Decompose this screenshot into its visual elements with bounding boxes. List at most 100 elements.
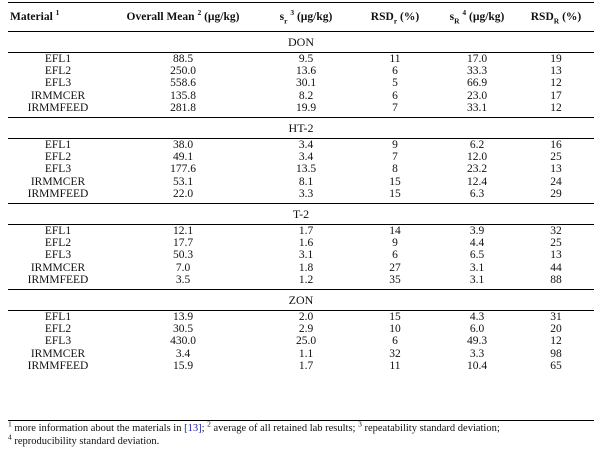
- cell-overall-mean: 135.8: [170, 89, 196, 102]
- cell-rsd-r: 7: [392, 101, 398, 114]
- cell-rsd-r: 27: [389, 261, 401, 274]
- cell-sR: 6.0: [469, 323, 485, 336]
- table-row: IRMMCER 7.0 1.8 27 3.1 44: [8, 262, 594, 274]
- table-row: IRMMFEED 22.0 3.3 15 6.3 29: [8, 188, 594, 204]
- cell-rsd-r: 5: [392, 77, 398, 90]
- cell-material: IRMMFEED: [27, 273, 89, 286]
- cell-sr: 13.6: [295, 65, 317, 78]
- cell-material: EFL1: [44, 53, 72, 65]
- table-row: IRMMFEED 281.8 19.9 7 33.1 12: [8, 102, 594, 118]
- cell-sr: 25.0: [295, 335, 317, 348]
- cell-material: EFL3: [44, 335, 72, 348]
- cell-overall-mean: 250.0: [170, 65, 196, 78]
- cell-sR: 12.0: [466, 151, 488, 164]
- cell-sr: 1.2: [298, 273, 314, 286]
- header-material: Material 1: [8, 2, 108, 32]
- cell-material: IRMMFEED: [27, 359, 89, 372]
- table-row: IRMMFEED 15.9 1.7 11 10.4 65: [8, 360, 594, 375]
- cell-rsd-R: 12: [550, 77, 562, 90]
- cell-rsd-r: 6: [392, 65, 398, 78]
- section-header-row: T-2: [8, 203, 594, 226]
- cell-overall-mean: 558.6: [170, 77, 196, 90]
- cell-material: EFL1: [44, 311, 72, 324]
- cell-overall-mean: 15.9: [172, 359, 194, 372]
- cell-material: EFL1: [44, 139, 72, 152]
- cell-sR: 3.3: [469, 347, 485, 360]
- section-title: ZON: [8, 289, 594, 312]
- cell-material: IRMMCER: [30, 347, 86, 360]
- cell-rsd-r: 32: [389, 347, 401, 360]
- cell-sR: 33.3: [466, 65, 488, 78]
- cell-rsd-r: 11: [389, 359, 401, 372]
- table-row: EFL2 250.0 13.6 6 33.3 13: [8, 65, 594, 77]
- header-rsd-r: RSDr (%): [354, 2, 436, 32]
- table-header: Material 1 Overall Mean 2 (µg/kg) sr 3 (…: [8, 2, 594, 32]
- cell-material: EFL3: [44, 77, 72, 90]
- header-rsd-R: RSDR (%): [518, 2, 594, 32]
- section-header-row: DON: [8, 31, 594, 53]
- cell-rsd-R: 25: [550, 151, 562, 164]
- cell-sr: 3.1: [298, 249, 314, 262]
- header-row: Material 1 Overall Mean 2 (µg/kg) sr 3 (…: [8, 2, 594, 32]
- cell-rsd-R: 12: [550, 101, 562, 114]
- cell-material: EFL3: [44, 163, 72, 176]
- table-row: IRMMCER 3.4 1.1 32 3.3 98: [8, 348, 594, 360]
- cell-rsd-R: 12: [550, 335, 562, 348]
- cell-rsd-r: 14: [389, 225, 401, 238]
- cell-material: EFL2: [44, 323, 72, 336]
- cell-overall-mean: 281.8: [170, 101, 196, 114]
- cell-sr: 19.9: [295, 101, 317, 114]
- section-title: HT-2: [8, 117, 594, 140]
- cell-sr: 2.0: [298, 311, 314, 324]
- cell-sr: 8.1: [298, 175, 314, 188]
- cell-rsd-R: 98: [550, 347, 562, 360]
- cell-sR: 23.2: [466, 163, 488, 176]
- cell-rsd-r: 8: [392, 163, 398, 176]
- table-row: EFL1 12.1 1.7 14 3.9 32: [8, 225, 594, 238]
- table-row: EFL1 88.5 9.5 11 17.0 19: [8, 53, 594, 66]
- section-header-row: HT-2: [8, 117, 594, 140]
- cell-sR: 23.0: [466, 89, 488, 102]
- table-row: EFL1 13.9 2.0 15 4.3 31: [8, 311, 594, 324]
- cell-sr: 30.1: [295, 77, 317, 90]
- table-row: EFL3 177.6 13.5 8 23.2 13: [8, 163, 594, 175]
- cell-sr: 1.8: [298, 261, 314, 274]
- cell-sr: 3.3: [298, 187, 314, 200]
- reference-link[interactable]: [13]: [184, 423, 202, 434]
- cell-rsd-R: 65: [550, 359, 562, 372]
- cell-sr: 9.5: [298, 53, 314, 65]
- cell-rsd-R: 44: [550, 261, 562, 274]
- cell-material: IRMMCER: [30, 261, 86, 274]
- cell-overall-mean: 49.1: [172, 151, 194, 164]
- cell-sr: 1.7: [298, 359, 314, 372]
- cell-sR: 3.1: [469, 273, 485, 286]
- cell-overall-mean: 3.4: [175, 347, 191, 360]
- cell-overall-mean: 88.5: [172, 53, 194, 65]
- table-row: EFL2 30.5 2.9 10 6.0 20: [8, 323, 594, 335]
- header-overall-mean: Overall Mean 2 (µg/kg): [108, 2, 258, 32]
- section-header-row: ZON: [8, 289, 594, 312]
- footnote-line-1: 1 more information about the materials i…: [8, 419, 500, 434]
- table-row: IRMMFEED 3.5 1.2 35 3.1 88: [8, 274, 594, 290]
- cell-material: EFL2: [44, 237, 72, 250]
- cell-sR: 33.1: [466, 101, 488, 114]
- cell-overall-mean: 7.0: [175, 261, 191, 274]
- cell-rsd-r: 10: [389, 323, 401, 336]
- footnote-line-2: 4 reproducibility standard deviation.: [8, 432, 160, 447]
- header-sr: sr 3 (µg/kg): [258, 2, 354, 32]
- cell-sR: 10.4: [466, 359, 488, 372]
- cell-sR: 17.0: [466, 53, 488, 65]
- cell-sR: 4.3: [469, 311, 485, 324]
- cell-material: IRMMFEED: [27, 101, 89, 114]
- cell-overall-mean: 22.0: [172, 187, 194, 200]
- section-title: T-2: [8, 203, 594, 226]
- table-row: IRMMCER 53.1 8.1 15 12.4 24: [8, 176, 594, 188]
- header-sR: sR 4 (µg/kg): [436, 2, 518, 32]
- cell-sR: 6.5: [469, 249, 485, 262]
- cell-rsd-R: 13: [550, 163, 562, 176]
- cell-material: EFL1: [44, 225, 72, 238]
- cell-overall-mean: 12.1: [172, 225, 194, 238]
- cell-rsd-R: 88: [550, 273, 562, 286]
- cell-rsd-r: 9: [392, 237, 398, 250]
